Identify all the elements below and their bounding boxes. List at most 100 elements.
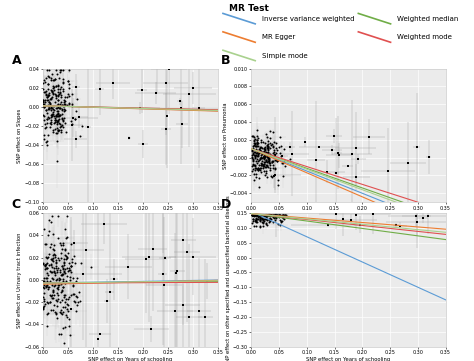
Point: [63, 314, 71, 320]
Point: [68, 259, 76, 265]
Point: [57, 127, 64, 133]
Point: [50, 91, 57, 97]
Point: [279, 213, 287, 219]
Point: [72, 136, 80, 142]
Point: [274, 213, 282, 219]
Point: [265, 217, 273, 223]
Point: [252, 218, 260, 224]
Point: [41, 100, 49, 105]
Point: [47, 119, 55, 125]
Point: [71, 299, 78, 305]
Point: [67, 306, 75, 312]
Point: [50, 283, 58, 289]
Point: [250, 152, 257, 158]
Point: [271, 165, 279, 170]
Point: [266, 212, 274, 218]
Point: [266, 135, 273, 141]
Point: [352, 213, 359, 218]
Point: [76, 298, 83, 304]
Point: [264, 150, 271, 156]
Point: [46, 124, 54, 130]
Point: [272, 216, 280, 221]
Point: [260, 145, 268, 151]
Point: [87, 264, 94, 270]
Point: [59, 240, 67, 246]
Point: [264, 217, 271, 223]
Point: [44, 275, 51, 280]
Point: [82, 247, 90, 253]
Point: [53, 114, 61, 119]
Point: [63, 253, 70, 259]
Point: [44, 138, 51, 144]
Point: [67, 241, 75, 247]
Point: [49, 106, 57, 112]
Point: [66, 332, 73, 338]
Point: [336, 152, 343, 158]
Point: [256, 156, 264, 162]
Point: [53, 298, 61, 304]
Point: [179, 302, 186, 308]
Point: [64, 78, 72, 84]
Point: [286, 156, 293, 162]
Point: [365, 134, 373, 140]
Point: [62, 101, 69, 107]
Point: [44, 97, 51, 103]
Point: [271, 218, 278, 223]
Point: [49, 90, 57, 96]
Point: [280, 158, 288, 164]
Point: [47, 269, 55, 275]
Point: [46, 299, 54, 305]
Text: Simple mode: Simple mode: [262, 53, 307, 59]
Point: [260, 212, 268, 218]
Point: [270, 144, 277, 149]
Point: [263, 143, 270, 149]
Point: [42, 265, 49, 271]
Point: [255, 147, 263, 152]
Point: [279, 218, 286, 224]
Point: [255, 167, 262, 173]
Point: [53, 122, 61, 127]
Point: [52, 92, 60, 98]
Point: [258, 212, 266, 218]
Point: [69, 291, 77, 296]
Point: [57, 94, 65, 100]
Point: [59, 81, 66, 86]
Point: [259, 155, 266, 160]
Point: [267, 212, 275, 218]
Point: [273, 214, 280, 219]
Point: [62, 267, 69, 273]
Point: [268, 159, 275, 165]
Point: [273, 212, 281, 218]
Point: [62, 292, 69, 298]
Point: [51, 117, 58, 123]
Point: [250, 151, 257, 157]
Point: [263, 145, 271, 151]
Point: [256, 216, 264, 222]
Point: [41, 263, 49, 269]
Point: [271, 152, 279, 157]
Point: [261, 148, 268, 153]
Point: [258, 158, 266, 164]
Point: [64, 250, 71, 256]
Point: [250, 212, 257, 218]
Point: [261, 146, 269, 152]
Point: [52, 113, 60, 119]
Point: [46, 120, 54, 126]
Point: [256, 212, 264, 218]
Point: [39, 97, 47, 103]
Point: [52, 105, 60, 110]
Point: [51, 268, 58, 274]
Point: [45, 272, 52, 278]
Point: [277, 219, 285, 225]
Point: [333, 170, 340, 176]
Point: [252, 165, 259, 171]
Point: [42, 139, 49, 145]
Point: [58, 106, 65, 112]
Point: [265, 212, 273, 218]
Text: Weighted median: Weighted median: [397, 16, 458, 22]
Point: [42, 254, 49, 260]
Point: [51, 282, 59, 288]
Point: [257, 213, 264, 219]
Point: [257, 138, 265, 143]
Point: [279, 212, 286, 218]
